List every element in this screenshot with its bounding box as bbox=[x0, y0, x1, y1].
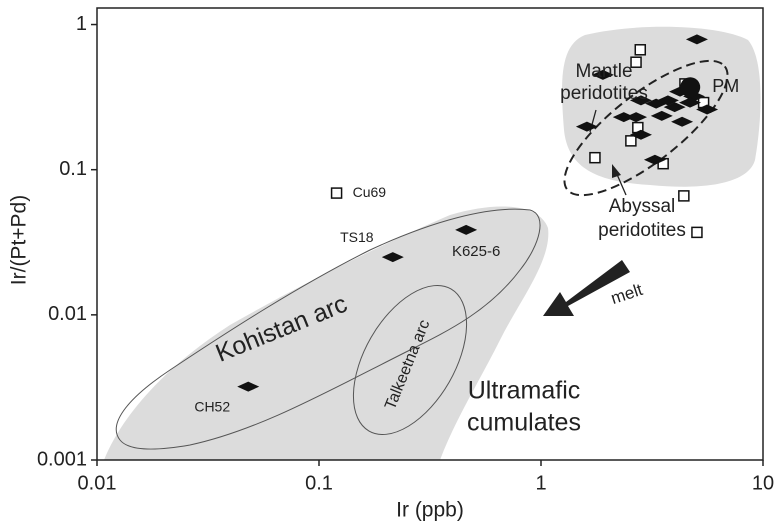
talkeetna-outline bbox=[352, 285, 468, 435]
diamond-point bbox=[591, 69, 614, 80]
diamond-point bbox=[650, 110, 673, 121]
point-label: PM bbox=[712, 76, 739, 96]
diamond-point bbox=[455, 224, 478, 235]
square-point bbox=[589, 151, 601, 164]
point-label: CH52 bbox=[194, 398, 230, 414]
diamond-point bbox=[237, 381, 260, 392]
diamond-point bbox=[663, 102, 686, 113]
pointer-head bbox=[612, 164, 621, 178]
square-point bbox=[330, 187, 343, 199]
abyssal-outline bbox=[563, 59, 729, 197]
mantle-field bbox=[562, 26, 761, 187]
square-point bbox=[634, 44, 647, 56]
pm-point bbox=[680, 77, 701, 98]
square-point bbox=[678, 190, 690, 202]
diamond-point bbox=[575, 121, 598, 132]
x-tick-label: 10 bbox=[752, 472, 774, 494]
diamond-point bbox=[671, 116, 694, 127]
diamond-point bbox=[629, 95, 652, 106]
y-tick-label: 0.001 bbox=[37, 448, 87, 470]
x-tick-label: 1 bbox=[535, 472, 546, 494]
point-label: K625-6 bbox=[452, 243, 500, 260]
annotation: peridotites bbox=[598, 220, 686, 241]
diamond-point bbox=[685, 34, 708, 45]
y-tick-label: 1 bbox=[76, 13, 87, 35]
diamond-point bbox=[679, 97, 702, 108]
x-tick-label: 0.01 bbox=[78, 472, 117, 494]
diamond-point bbox=[625, 112, 648, 123]
diamond-point bbox=[381, 252, 404, 263]
y-axis-label: Ir/(Pt+Pd) bbox=[8, 195, 31, 285]
plot-frame bbox=[96, 7, 764, 461]
square-point bbox=[691, 226, 703, 239]
y-tick-label: 0.1 bbox=[59, 158, 87, 180]
diamond-point bbox=[612, 112, 635, 123]
x-tick-label: 0.1 bbox=[305, 472, 333, 494]
diamond-point bbox=[643, 154, 666, 165]
annotation: Ultramafic bbox=[468, 377, 581, 405]
diamond-point bbox=[629, 129, 652, 140]
annotation: cumulates bbox=[467, 409, 581, 437]
diamond-point bbox=[696, 104, 719, 115]
square-point bbox=[625, 135, 637, 147]
annotation: Abyssal bbox=[609, 196, 676, 217]
annotation: peridotites bbox=[560, 83, 648, 104]
cumulate-field bbox=[104, 206, 549, 460]
square-point bbox=[630, 56, 642, 68]
melt-arrow bbox=[543, 260, 630, 316]
annotation: Mantle bbox=[575, 61, 632, 82]
kohistan-outline bbox=[115, 208, 541, 450]
y-tick-label: 0.01 bbox=[48, 303, 87, 325]
point-label: Cu69 bbox=[353, 184, 387, 200]
x-axis-label: Ir (ppb) bbox=[396, 499, 464, 522]
annotation: melt bbox=[608, 280, 645, 308]
point-label: TS18 bbox=[340, 229, 374, 245]
